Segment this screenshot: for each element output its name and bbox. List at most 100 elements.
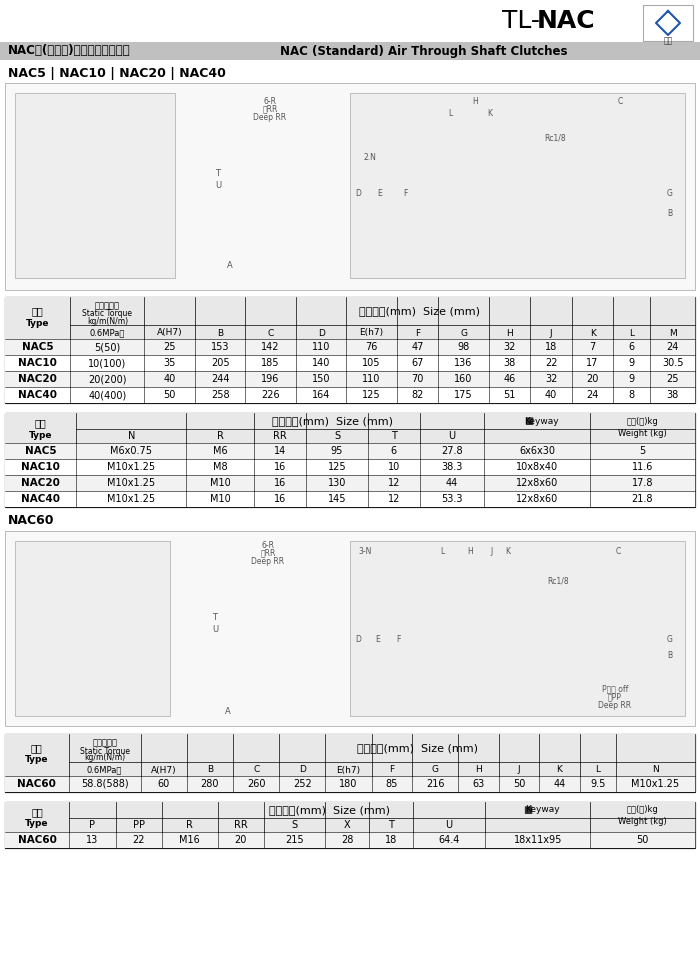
Text: M16: M16 <box>179 835 200 845</box>
Text: 型號: 型號 <box>32 306 43 316</box>
Text: 0.6MPa時: 0.6MPa時 <box>90 328 125 338</box>
Text: NAC (Standard) Air Through Shaft Clutches: NAC (Standard) Air Through Shaft Clutche… <box>280 45 568 57</box>
Text: F: F <box>389 766 394 774</box>
Text: M10x1.25: M10x1.25 <box>631 779 680 789</box>
Text: J: J <box>517 766 520 774</box>
Text: NAC5: NAC5 <box>22 342 53 352</box>
Text: L: L <box>629 328 634 338</box>
Circle shape <box>259 619 277 637</box>
Text: T: T <box>213 613 218 621</box>
Text: 85: 85 <box>386 779 398 789</box>
Text: Type: Type <box>29 431 52 439</box>
Text: kg/m(N/m): kg/m(N/m) <box>84 754 125 763</box>
Text: 38: 38 <box>503 358 516 368</box>
Text: RR: RR <box>234 820 248 830</box>
Text: NAC5 | NAC10 | NAC20 | NAC40: NAC5 | NAC10 | NAC20 | NAC40 <box>8 66 226 80</box>
Text: NAC10: NAC10 <box>18 358 57 368</box>
Text: 260: 260 <box>247 779 265 789</box>
Text: G: G <box>432 766 439 774</box>
Text: A(H7): A(H7) <box>157 328 183 338</box>
Text: 5: 5 <box>639 446 645 456</box>
Text: 180: 180 <box>340 779 358 789</box>
Text: 14: 14 <box>274 446 286 456</box>
Text: K: K <box>556 766 562 774</box>
Text: 50: 50 <box>512 779 525 789</box>
Text: 3-N: 3-N <box>358 546 372 555</box>
Text: 主要尺寸(mm)  Size (mm): 主要尺寸(mm) Size (mm) <box>359 306 480 316</box>
Text: NAC10: NAC10 <box>21 462 60 472</box>
Bar <box>5 355 695 371</box>
Text: F: F <box>415 328 420 338</box>
Text: 140: 140 <box>312 358 330 368</box>
Text: B: B <box>207 766 213 774</box>
Text: Keyway: Keyway <box>526 805 560 814</box>
Text: B: B <box>667 208 673 217</box>
Text: R: R <box>186 820 193 830</box>
Text: E: E <box>377 189 382 198</box>
Text: M10: M10 <box>210 494 231 504</box>
Text: E(h7): E(h7) <box>337 766 360 774</box>
Text: K: K <box>487 108 493 118</box>
Text: Keyway: Keyway <box>524 417 559 426</box>
Bar <box>5 832 695 848</box>
Text: 185: 185 <box>261 358 280 368</box>
Text: 30.5: 30.5 <box>662 358 683 368</box>
Bar <box>5 83 695 290</box>
Bar <box>5 443 695 459</box>
Text: Static Torque: Static Torque <box>83 310 132 318</box>
Text: B: B <box>217 328 223 338</box>
Text: 47: 47 <box>412 342 424 352</box>
Text: Rc1/8: Rc1/8 <box>544 133 566 142</box>
Bar <box>5 459 695 475</box>
Bar <box>15 541 170 716</box>
Text: Type: Type <box>25 819 49 829</box>
Text: kg/m(N/m): kg/m(N/m) <box>87 317 128 325</box>
Text: 重量(約)kg: 重量(約)kg <box>626 805 659 814</box>
Text: NAC60: NAC60 <box>18 835 57 845</box>
Text: 32: 32 <box>503 342 516 352</box>
Bar <box>5 387 695 403</box>
Text: E: E <box>376 634 380 644</box>
Text: L: L <box>440 546 444 555</box>
Text: G: G <box>667 634 673 644</box>
Text: 252: 252 <box>293 779 312 789</box>
Text: S: S <box>334 431 340 441</box>
Text: Type: Type <box>25 756 48 765</box>
Text: 196: 196 <box>261 374 280 384</box>
Text: M10x1.25: M10x1.25 <box>107 494 155 504</box>
Text: 台菱: 台菱 <box>664 36 673 45</box>
Text: S: S <box>292 820 298 830</box>
Text: 110: 110 <box>363 374 381 384</box>
Text: N: N <box>652 766 659 774</box>
Text: 153: 153 <box>211 342 230 352</box>
Text: D: D <box>355 189 361 198</box>
Text: 215: 215 <box>286 835 304 845</box>
Text: U: U <box>445 820 452 830</box>
Text: 28: 28 <box>341 835 354 845</box>
Text: M: M <box>669 328 677 338</box>
Text: M10x1.25: M10x1.25 <box>107 462 155 472</box>
Text: T: T <box>388 820 393 830</box>
Text: 16: 16 <box>274 462 286 472</box>
Text: L: L <box>448 108 452 118</box>
Text: J: J <box>491 546 493 555</box>
Text: F: F <box>395 634 400 644</box>
Text: Weight (kg): Weight (kg) <box>618 429 666 437</box>
Text: 110: 110 <box>312 342 330 352</box>
Text: P斷开 off: P斷开 off <box>602 685 628 693</box>
Text: 44: 44 <box>553 779 566 789</box>
Text: 32: 32 <box>545 374 557 384</box>
Text: 130: 130 <box>328 478 346 488</box>
Text: 11.6: 11.6 <box>631 462 653 472</box>
Text: Type: Type <box>26 318 50 327</box>
Text: 24: 24 <box>666 342 679 352</box>
Text: NAC型(標準型)空壓通軸式離合器: NAC型(標準型)空壓通軸式離合器 <box>8 45 131 57</box>
Text: 18: 18 <box>545 342 557 352</box>
Text: 0.6MPa時: 0.6MPa時 <box>87 766 122 774</box>
Text: 17: 17 <box>587 358 598 368</box>
Text: 10(100): 10(100) <box>88 358 127 368</box>
Text: 58.8(588): 58.8(588) <box>80 779 128 789</box>
Text: 6-R: 6-R <box>262 541 274 549</box>
Text: H: H <box>475 766 482 774</box>
Text: 44: 44 <box>446 478 459 488</box>
